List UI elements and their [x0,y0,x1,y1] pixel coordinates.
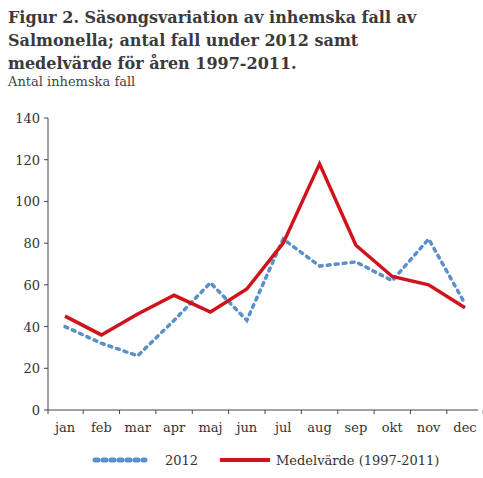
x-tick-label: jun [234,420,257,435]
y-tick-label: 0 [32,403,40,418]
y-tick-label: 100 [15,194,40,209]
y-tick [44,368,48,369]
x-tick [48,410,49,414]
y-tick [44,243,48,244]
y-tick-label: 120 [15,153,40,168]
y-tick-label: 80 [23,236,40,251]
x-tick-label: dec [453,420,476,435]
y-tick-label: 40 [23,320,40,335]
x-tick-label: feb [91,420,112,435]
y-tick [44,159,48,160]
x-tick-label: jan [53,420,76,435]
x-tick [155,410,156,414]
y-tick [44,326,48,327]
title: Figur 2. Säsongsvariation av inhemska fa… [8,6,448,75]
x-tick [228,410,229,414]
x-tick-label: aug [307,420,331,435]
x-tick-label: nov [417,420,441,435]
legend-label: Medelvärde (1997-2011) [276,453,439,468]
y-axis [48,118,49,410]
legend-label: 2012 [165,453,198,468]
y-tick [44,284,48,285]
legend-swatch [95,458,145,463]
x-tick [446,410,447,414]
y-axis-label: Antal inhemska fall [8,74,135,89]
series-line [65,164,465,335]
x-tick [83,410,84,414]
x-tick-label: jul [273,420,292,435]
x-tick [410,410,411,414]
x-tick [265,410,266,414]
y-tick-label: 60 [23,278,40,293]
plot-area [65,164,465,356]
x-tick [192,410,193,414]
x-tick [374,410,375,414]
x-tick-label: okt [382,420,404,435]
y-tick [44,410,48,411]
chart: 0 20 40 60 80 100 120 140 janfebmaraprmajjun jula… [0,0,483,478]
legend-swatch [220,458,270,462]
x-tick-label: mar [125,420,152,435]
x-tick-label: sep [345,420,368,435]
x-axis [48,410,478,411]
series-line [65,239,465,356]
y-tick [44,118,48,119]
x-tick-label: maj [198,420,222,435]
y-tick-label: 20 [23,361,40,376]
y-tick [44,201,48,202]
x-tick [301,410,302,414]
y-tick-label: 140 [15,111,40,126]
x-tick [119,410,120,414]
x-tick-label: apr [163,420,186,435]
x-tick [337,410,338,414]
